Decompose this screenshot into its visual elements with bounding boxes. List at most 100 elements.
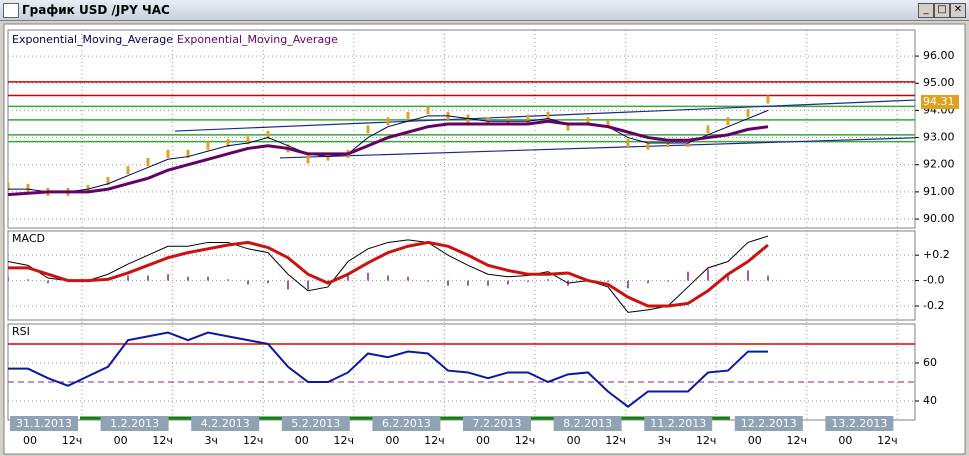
date-label: 6.2.2013 [382,417,431,430]
histogram-bar [307,280,309,290]
histogram-bar [267,280,269,284]
histogram-bar [167,274,169,281]
price-bar [426,106,430,115]
price-bar [406,111,410,120]
date-label: 13.2.2013 [831,417,887,430]
histogram-bar [367,272,369,281]
price-bar [546,111,550,120]
price-bar [706,125,710,134]
date-label: 8.2.2013 [563,417,612,430]
price-bar [386,117,390,126]
price-bar [606,119,610,128]
price-bar [766,95,770,104]
date-box [281,416,350,431]
legend: Exponential_Moving_Average Exponential_Mo… [12,33,338,46]
histogram-bar [207,276,209,281]
histogram-bar [427,280,429,282]
hour-label: 00 [114,434,128,447]
price-bar [26,183,30,192]
date-box [463,416,531,431]
panel-frame [7,29,916,229]
hour-label: 12ч [696,434,717,447]
price-marker-label: 94.31 [923,95,955,108]
price-bar [106,177,110,186]
y-tick-label: 93.00 [923,131,955,144]
hour-label: 3ч [657,434,671,447]
price-bar [186,149,190,158]
histogram-bar [8,276,9,281]
hour-label: 00 [385,434,399,447]
minimize-button[interactable]: _ [918,3,934,18]
price-bar [206,141,210,150]
hour-label: 12ч [243,434,264,447]
histogram-bar [667,280,669,282]
histogram-bar [147,275,149,281]
y-tick-label: +0.2 [923,248,950,261]
chart-background [3,23,966,455]
price-bar [626,138,630,147]
histogram-bar [707,269,709,281]
y-tick-label: 92.00 [923,158,955,171]
histogram-bar [227,279,229,281]
price-bar [366,125,370,134]
price-bar [146,158,150,166]
date-box [10,416,78,431]
histogram-bar [127,275,129,281]
price-bar [126,166,130,175]
histogram-bar [547,279,549,281]
price-bar [8,182,10,191]
histogram-bar [527,280,529,282]
price-bar [526,114,530,123]
price-bar [246,136,250,145]
trend-line [174,99,915,132]
title-bar: График USD /JPY ЧАС _ □ ✕ [0,0,969,21]
hour-label: 12ч [515,434,536,447]
histogram-bar [487,280,489,286]
price-bar [266,130,270,139]
y-tick-label: 40 [923,394,937,407]
histogram-bar [467,280,469,286]
date-label: 31.1.2013 [16,417,72,430]
histogram-bar [287,280,289,290]
price-bar [166,149,170,158]
price-bar [746,109,750,118]
close-button[interactable]: ✕ [950,3,966,18]
y-tick-label: 60 [923,356,937,369]
panel-frame [7,230,916,321]
histogram-bar [187,276,189,281]
hour-label: 00 [476,434,490,447]
price-bar [566,122,570,131]
hour-label: 00 [838,434,852,447]
date-label: 5.2.2013 [291,417,340,430]
histogram-bar [747,270,749,281]
histogram-bar [347,274,349,281]
series-line [8,331,768,408]
hour-label: 12ч [605,434,626,447]
date-box [644,416,713,431]
date-box [191,416,260,431]
date-label: 4.2.2013 [201,417,250,430]
price-bar [226,138,230,147]
histogram-bar [687,271,689,281]
series-line [8,109,769,193]
hour-label: 12ч [877,434,898,447]
date-box [734,416,803,431]
histogram-bar [47,280,49,284]
date-label: 7.2.2013 [473,417,522,430]
y-tick-label: -0.2 [923,299,944,312]
panel [8,55,915,220]
date-box [372,416,441,431]
hour-label: 00 [295,434,309,447]
y-tick-label: 95.00 [923,76,955,89]
hour-label: 12ч [787,434,808,447]
date-box [100,416,169,431]
date-label: 12.2.2013 [741,417,797,430]
price-marker [921,94,959,109]
y-tick-label: 90.00 [923,212,955,225]
histogram-bar [627,280,629,289]
panel-title: RSI [12,325,30,338]
date-label: 11.2.2013 [650,417,706,430]
hour-label: 12ч [62,434,83,447]
maximize-button[interactable]: □ [934,3,950,18]
